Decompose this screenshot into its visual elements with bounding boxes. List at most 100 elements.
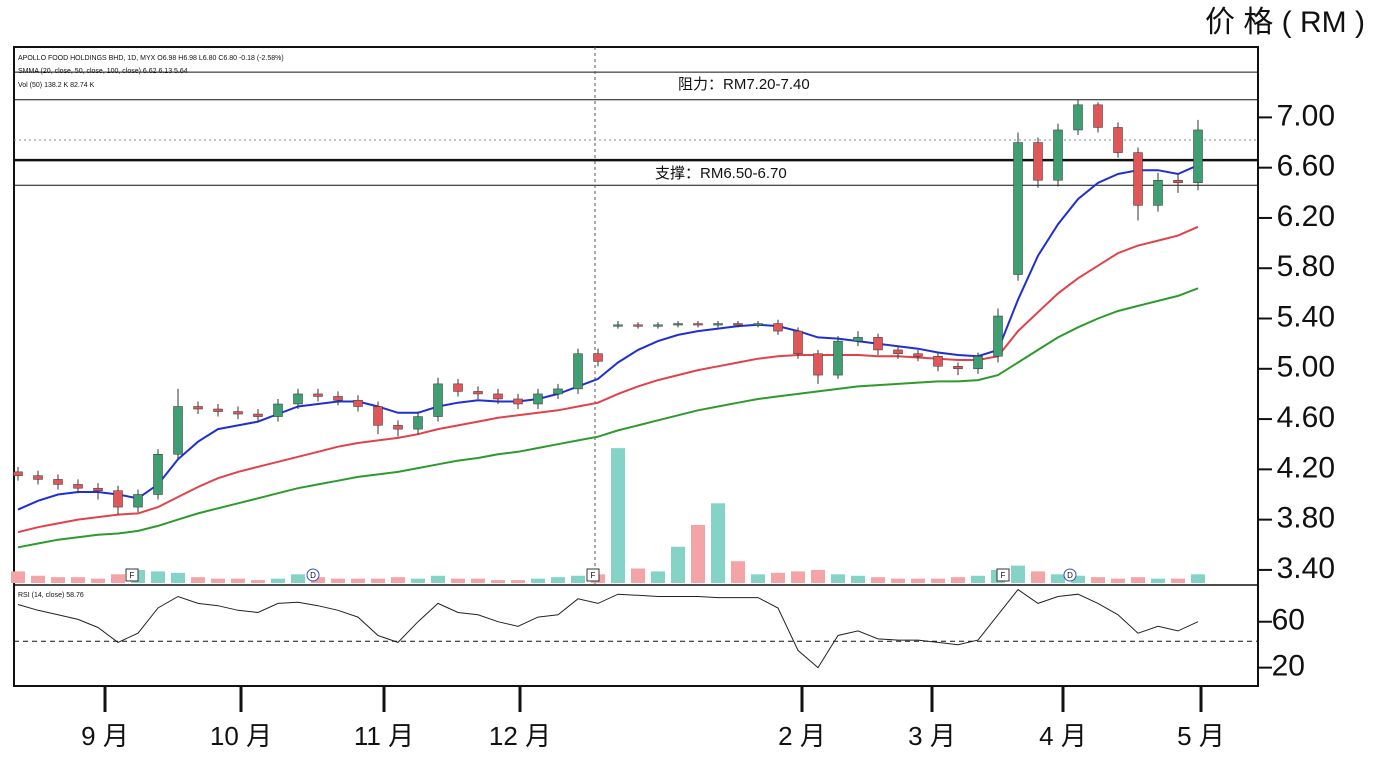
volume-bar <box>231 578 245 583</box>
candle-body <box>393 425 403 430</box>
volume-bar <box>691 525 705 583</box>
volume-bar <box>91 578 105 583</box>
x-tick-label: 2 月 <box>778 721 826 751</box>
event-marker <box>1063 568 1077 582</box>
candle-body <box>573 353 583 390</box>
volume-bar <box>431 575 445 583</box>
candle-body <box>273 403 283 417</box>
volume-bar <box>551 577 565 583</box>
candle-body <box>353 399 363 407</box>
y-tick-label: 3.80 <box>1277 502 1335 535</box>
candle-body <box>493 393 503 400</box>
candle-body <box>833 340 843 376</box>
candle-body <box>1193 129 1203 184</box>
y-tick-label: 4.20 <box>1277 451 1335 484</box>
y-tick-label: 5.40 <box>1277 300 1335 333</box>
volume-bar <box>891 578 905 583</box>
volume-bar <box>331 578 345 583</box>
volume-bar <box>1051 574 1065 583</box>
volume-bar <box>1171 578 1185 583</box>
volume-bar <box>1131 577 1145 583</box>
x-tick-label: 10 月 <box>210 721 272 751</box>
volume-bar <box>191 577 205 583</box>
header-text: APOLLO FOOD HOLDINGS BHD, 1D, MYX O6.98 … <box>18 55 284 62</box>
candle-body <box>293 393 303 405</box>
candle-body <box>13 471 23 476</box>
candle-body <box>553 388 563 395</box>
candle-body <box>953 366 963 370</box>
candle-body <box>453 383 463 392</box>
candle-body <box>53 479 63 485</box>
candle-body <box>373 406 383 426</box>
candle-body <box>313 393 323 397</box>
event-marker <box>125 568 139 582</box>
candle-body <box>813 353 823 376</box>
x-tick-label: 3 月 <box>908 721 956 751</box>
volume-bar <box>731 561 745 583</box>
x-tick-label: 12 月 <box>489 721 551 751</box>
volume-bar <box>851 575 865 583</box>
volume-bar <box>271 578 285 583</box>
candle-body <box>913 353 923 357</box>
volume-bar <box>451 578 465 583</box>
event-label: D <box>310 571 316 580</box>
candle-body <box>793 330 803 354</box>
candle-body <box>853 337 863 342</box>
candle-body <box>253 413 263 417</box>
event-label: F <box>1001 571 1006 580</box>
volume-bar <box>471 578 485 583</box>
volume-bar <box>51 577 65 583</box>
y-tick-label: 7.00 <box>1277 99 1335 132</box>
candle-body <box>613 324 623 327</box>
candle-body <box>713 323 723 326</box>
rsi-tick-label: 20 <box>1272 650 1305 683</box>
x-tick-label: 11 月 <box>354 721 414 751</box>
candle-body <box>733 323 743 326</box>
candle-body <box>753 323 763 326</box>
volume-bar <box>151 571 165 583</box>
volume-bar <box>251 580 265 583</box>
volume-bar <box>631 568 645 583</box>
event-marker <box>586 568 600 582</box>
candle-body <box>193 406 203 410</box>
candle-body <box>1113 127 1123 153</box>
candle-body <box>1173 179 1183 184</box>
header-text: Vol (50) 138.2 K 82.74 K <box>18 82 95 89</box>
candle-body <box>653 324 663 327</box>
event-label: F <box>591 571 596 580</box>
volume-bar <box>211 578 225 583</box>
candle-body <box>73 484 83 489</box>
y-tick-label: 5.00 <box>1277 351 1335 384</box>
candle-body <box>133 494 143 508</box>
volume-bar <box>1111 578 1125 583</box>
volume-bar <box>971 575 985 583</box>
candle-body <box>433 383 443 417</box>
header-text: SMMA (20, close, 50, close, 100, close) … <box>18 68 188 75</box>
candle-body <box>933 355 943 367</box>
candle-body <box>173 406 183 455</box>
volume-bar <box>11 571 25 583</box>
candle-body <box>1093 104 1103 128</box>
event-marker <box>306 568 320 582</box>
moving-average <box>17 287 1199 549</box>
volume-bar <box>1031 571 1045 583</box>
candle-body <box>333 396 343 401</box>
volume-bar <box>531 578 545 583</box>
volume-bar <box>391 577 405 583</box>
candle-body <box>513 398 523 405</box>
candle-body <box>973 355 983 370</box>
candle-body <box>693 323 703 326</box>
volume-bar <box>491 580 505 583</box>
volume-bar <box>611 448 625 583</box>
y-tick-label: 3.40 <box>1277 552 1335 585</box>
chart-title: 价 格 ( RM ) <box>1205 6 1365 39</box>
candle-body <box>413 416 423 430</box>
volume-bar <box>1191 574 1205 583</box>
volume-bar <box>171 572 185 583</box>
volume-bar <box>1071 575 1085 583</box>
volume-bar <box>671 546 685 583</box>
volume-bar <box>791 571 805 583</box>
candle-body <box>673 323 683 326</box>
event-label: F <box>130 571 135 580</box>
